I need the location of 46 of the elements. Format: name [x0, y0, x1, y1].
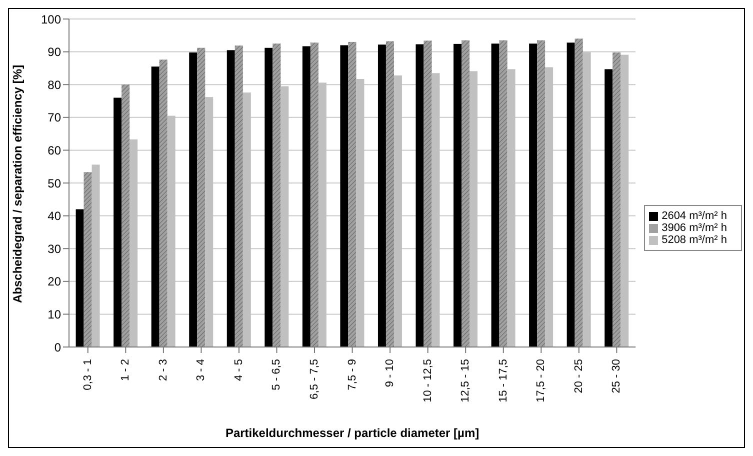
bar	[151, 66, 160, 347]
bar	[114, 98, 122, 347]
y-tick-label: 40	[48, 209, 62, 224]
bar	[226, 50, 235, 347]
x-tick-label: 1 - 2	[120, 359, 132, 382]
bar	[302, 46, 310, 347]
bar	[76, 209, 84, 347]
bar	[454, 44, 462, 347]
bar	[416, 44, 424, 347]
y-tick-label: 80	[48, 78, 62, 92]
bar	[529, 44, 538, 347]
x-tick-label: 3 - 4	[195, 359, 208, 382]
bar	[378, 44, 386, 347]
y-tick-label: 50	[48, 176, 62, 190]
legend-label: 3906 m³/m² h	[662, 222, 727, 234]
y-tick-label: 10	[48, 307, 62, 322]
y-tick-label: 100	[40, 12, 62, 26]
bar	[189, 52, 198, 347]
bar	[340, 45, 348, 347]
x-tick-label: 0,3 - 1	[82, 359, 94, 390]
y-tick-label: 60	[48, 143, 62, 158]
legend-label: 2604 m³/m² h	[662, 210, 727, 222]
x-tick-label: 15 - 17,5	[497, 359, 510, 402]
y-tick-label: 90	[48, 45, 62, 60]
x-tick-label: 25 - 30	[610, 359, 623, 394]
bar	[491, 44, 500, 347]
x-tick-label: 20 - 25	[572, 359, 585, 394]
y-axis-title: Abscheidegrad / separation efficiency [%]	[10, 64, 24, 303]
bar	[264, 48, 273, 347]
x-tick-label: 2 - 3	[157, 359, 170, 382]
x-tick-label: 4 - 5	[232, 359, 245, 382]
x-tick-label: 9 - 10	[384, 359, 396, 388]
y-tick-label: 0	[54, 340, 62, 354]
y-tick-label: 30	[48, 242, 62, 256]
y-tick-label: 70	[48, 110, 62, 125]
x-tick-label: 17,5 - 20	[535, 359, 548, 402]
bar	[566, 42, 575, 347]
x-axis-title: Partikeldurchmesser / particle diameter [µm]	[225, 426, 480, 440]
y-tick-label: 20	[48, 274, 62, 289]
bar	[604, 69, 613, 347]
x-tick-label: 12,5 - 15	[460, 359, 472, 402]
x-tick-label: 6,5 - 7,5	[308, 359, 321, 400]
x-tick-label: 5 - 6,5	[270, 359, 283, 390]
x-tick-label: 7,5 - 9	[346, 359, 358, 390]
legend-label: 5208 m³/m² h	[662, 234, 727, 246]
x-tick-label: 10 - 12,5	[422, 359, 434, 402]
